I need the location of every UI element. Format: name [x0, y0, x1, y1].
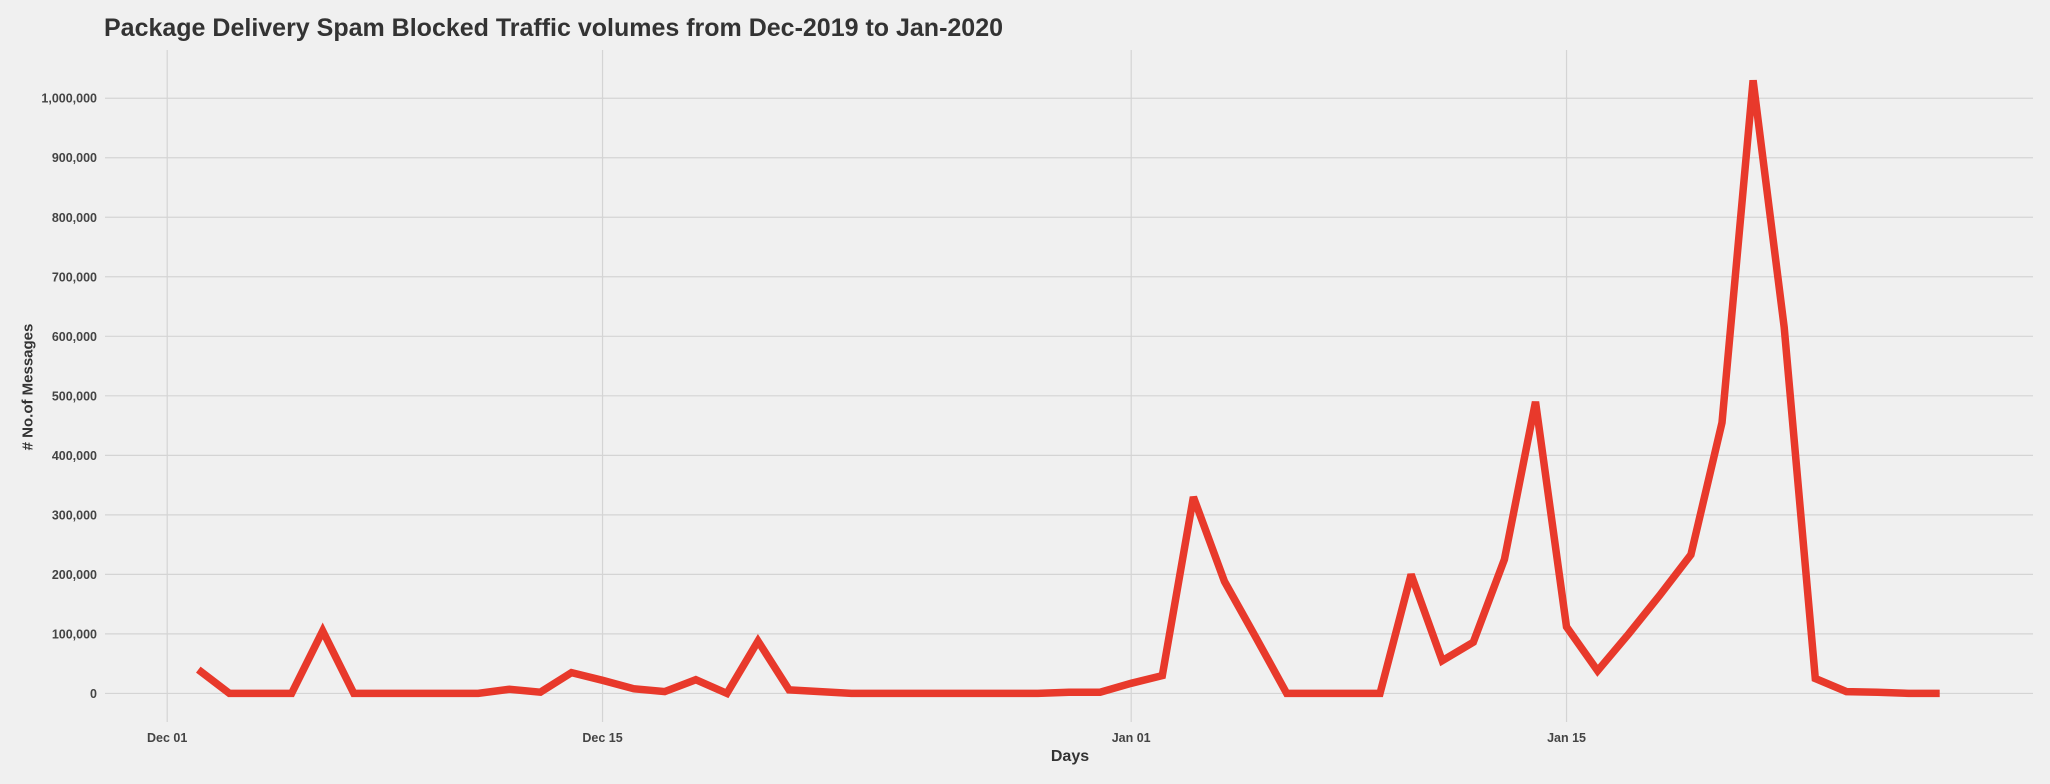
x-axis-label: Days	[1050, 748, 1090, 765]
y-tick-label: 500,000	[52, 389, 97, 403]
y-tick-label: 900,000	[52, 151, 97, 165]
y-tick-label: 200,000	[52, 568, 97, 582]
series-line	[196, 79, 1940, 699]
y-tick-label: 700,000	[52, 270, 97, 284]
chart-title: Package Delivery Spam Blocked Traffic vo…	[104, 14, 1004, 42]
y-tick-label: 300,000	[52, 508, 97, 522]
y-tick-label: 1,000,000	[41, 92, 97, 106]
x-tick-label: Jan 15	[1547, 731, 1586, 745]
x-tick-label: Jan 01	[1112, 731, 1151, 745]
x-tick-label: Dec 15	[582, 731, 622, 745]
y-tick-label: 100,000	[52, 627, 97, 641]
y-tick-label: 400,000	[52, 449, 97, 463]
y-tick-label: 0	[90, 687, 97, 701]
x-tick-label: Dec 01	[147, 731, 187, 745]
y-tick-label: 800,000	[52, 211, 97, 225]
y-tick-label: 600,000	[52, 330, 97, 344]
